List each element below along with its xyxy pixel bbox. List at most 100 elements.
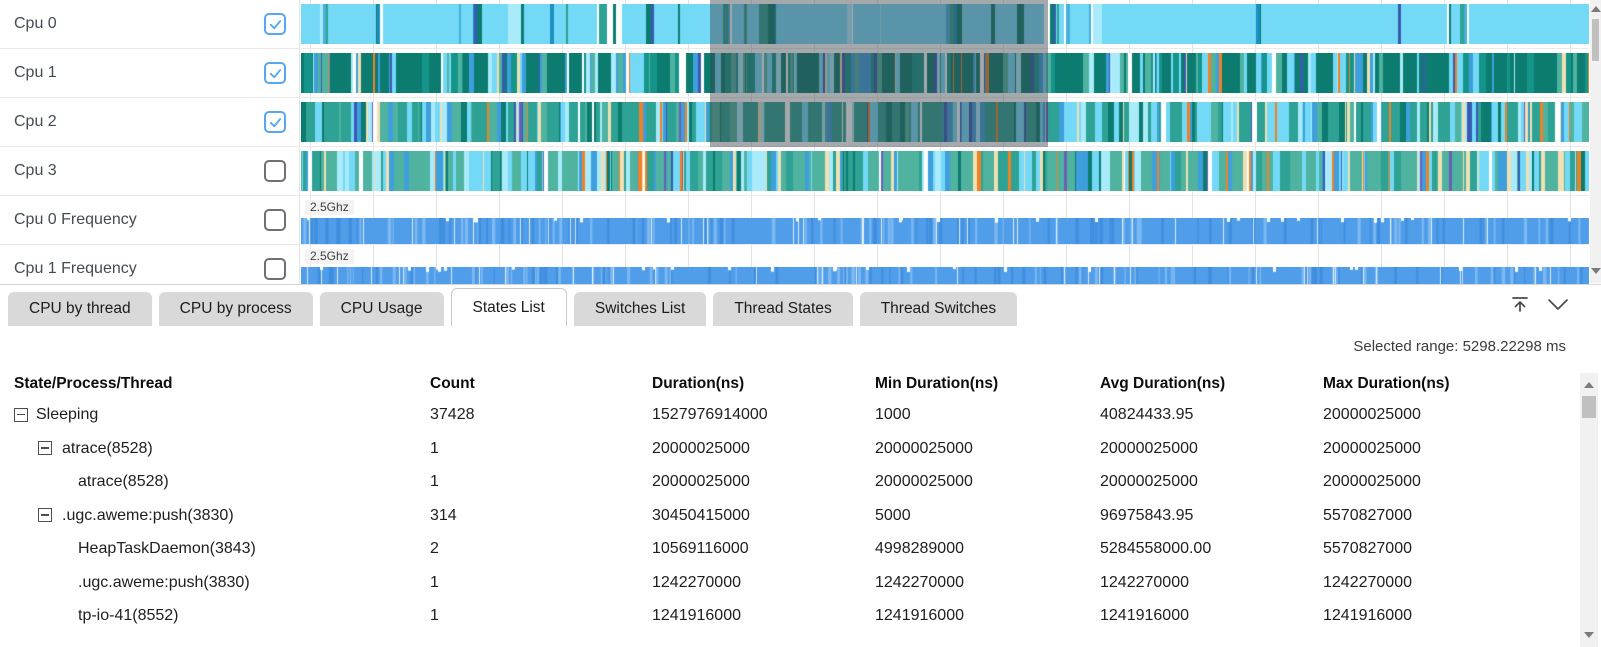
- track-strip-cpu-1-frequency[interactable]: [301, 267, 1589, 284]
- cell-avg: 20000025000: [1100, 473, 1198, 490]
- time-range-selection[interactable]: [710, 0, 1048, 147]
- track-checkbox-cpu-2[interactable]: [264, 111, 286, 133]
- scroll-down-icon[interactable]: [1590, 268, 1601, 274]
- timeline-row-cpu-2: Cpu 2: [0, 98, 299, 147]
- timeline-row-cpu-0: Cpu 0: [0, 0, 299, 49]
- cell-count: 1: [430, 473, 439, 490]
- scroll-up-icon[interactable]: [1584, 382, 1594, 388]
- selected-range-label: Selected range: 5298.22298 ms: [1353, 338, 1566, 355]
- cell-avg: 20000025000: [1100, 439, 1198, 457]
- cell-name: .ugc.aweme:push(3830): [78, 573, 250, 591]
- timeline-panel: Cpu 0 Cpu 1 Cpu 2 Cpu 3 Cpu 0 Frequency Cpu 1…: [0, 0, 1601, 284]
- cell-max: 5570827000: [1323, 540, 1412, 557]
- cell-min: 4998289000: [875, 540, 964, 557]
- timeline-row-cpu-0-frequency: Cpu 0 Frequency: [0, 196, 299, 245]
- cell-avg: 1241916000: [1100, 607, 1189, 624]
- track-strip-cpu-0[interactable]: [301, 4, 1589, 44]
- scroll-down-icon[interactable]: [1584, 632, 1594, 638]
- table-row[interactable]: atrace(8528) 1 20000025000 20000025000 20000…: [0, 465, 1570, 499]
- chevron-down-icon[interactable]: [1545, 291, 1571, 317]
- cell-min: 1242270000: [875, 573, 964, 591]
- cell-avg: 5284558000.00: [1100, 540, 1212, 557]
- cell-duration: 30450415000: [652, 506, 750, 524]
- table-row[interactable]: atrace(8528) 1 20000025000 20000025000 20000…: [0, 432, 1570, 466]
- collapse-expander-icon[interactable]: [14, 407, 28, 422]
- track-checkbox-cpu-0[interactable]: [264, 13, 286, 35]
- track-divider: [301, 195, 1589, 196]
- track-strip-cpu-2[interactable]: [301, 102, 1589, 142]
- timeline-scrollbar[interactable]: [1590, 0, 1601, 283]
- track-strip-cpu-1[interactable]: [301, 53, 1589, 93]
- column-header-avg-duration-ns: Avg Duration(ns): [1100, 375, 1226, 392]
- cell-avg: 96975843.95: [1100, 506, 1194, 524]
- states-list-panel: Selected range: 5298.22298 ms State/Proc…: [0, 326, 1601, 647]
- cell-min: 5000: [875, 506, 911, 524]
- collapse-expander-icon[interactable]: [38, 508, 52, 523]
- tab-states-list[interactable]: States List: [450, 288, 567, 326]
- table-row[interactable]: .ugc.aweme:push(3830) 314 30450415000 5000 9…: [0, 499, 1570, 533]
- scroll-to-top-icon[interactable]: [1507, 291, 1533, 317]
- timeline-scrollbar-thumb[interactable]: [1592, 19, 1599, 61]
- collapse-expander-icon[interactable]: [38, 441, 52, 456]
- track-label: Cpu 0: [14, 15, 57, 32]
- table-scrollbar[interactable]: [1580, 373, 1598, 647]
- column-header-state-process-thread: State/Process/Thread: [14, 375, 173, 392]
- cell-min: 1000: [875, 406, 911, 423]
- tab-thread-states[interactable]: Thread States: [713, 292, 853, 326]
- cell-count: 2: [430, 540, 439, 557]
- scroll-up-icon[interactable]: [1590, 6, 1601, 12]
- track-label: Cpu 0 Frequency: [14, 211, 137, 228]
- track-divider: [301, 97, 1589, 98]
- track-strip-cpu-3[interactable]: [301, 151, 1589, 191]
- cell-min: 1241916000: [875, 607, 964, 624]
- track-label: Cpu 3: [14, 162, 57, 179]
- cell-max: 20000025000: [1323, 473, 1421, 490]
- states-table: State/Process/Thread Count Duration(ns) Min…: [0, 370, 1570, 633]
- track-label: Cpu 1 Frequency: [14, 260, 137, 277]
- track-checkbox-cpu-3[interactable]: [264, 160, 286, 182]
- cell-avg: 1242270000: [1100, 573, 1189, 591]
- cell-avg: 40824433.95: [1100, 406, 1194, 423]
- cell-name: HeapTaskDaemon(3843): [78, 540, 256, 557]
- track-checkbox-cpu-1-frequency[interactable]: [264, 258, 286, 280]
- track-label: Cpu 1: [14, 64, 57, 81]
- cell-count: 37428: [430, 406, 475, 423]
- table-row[interactable]: .ugc.aweme:push(3830) 1 1242270000 12422700…: [0, 566, 1570, 600]
- tab-list: CPU by thread CPU by process CPU Usage Stat…: [8, 288, 1024, 326]
- cell-max: 20000025000: [1323, 406, 1421, 423]
- tab-cpu-by-thread[interactable]: CPU by thread: [8, 292, 152, 326]
- tab-thread-switches[interactable]: Thread Switches: [859, 292, 1018, 326]
- timeline-row-cpu-1-frequency: Cpu 1 Frequency: [0, 245, 299, 284]
- cell-duration: 20000025000: [652, 473, 750, 490]
- track-divider: [301, 244, 1589, 245]
- timeline-tracks[interactable]: 2.5Ghz 2.5Ghz: [301, 0, 1589, 284]
- cell-count: 1: [430, 573, 439, 591]
- cell-count: 314: [430, 506, 457, 524]
- table-row[interactable]: HeapTaskDaemon(3843) 2 10569116000 49982890…: [0, 532, 1570, 566]
- track-checkbox-cpu-0-frequency[interactable]: [264, 209, 286, 231]
- timeline-left-panel: Cpu 0 Cpu 1 Cpu 2 Cpu 3 Cpu 0 Frequency Cpu 1…: [0, 0, 300, 284]
- track-label: Cpu 2: [14, 113, 57, 130]
- table-row[interactable]: Sleeping 37428 1527976914000 1000 40824433.9…: [0, 398, 1570, 432]
- track-checkbox-cpu-1[interactable]: [264, 62, 286, 84]
- bottom-tab-bar: CPU by thread CPU by process CPU Usage Stat…: [0, 284, 1601, 326]
- cell-max: 1242270000: [1323, 573, 1412, 591]
- cell-duration: 1242270000: [652, 573, 741, 591]
- track-divider: [301, 146, 1589, 147]
- tab-cpu-usage[interactable]: CPU Usage: [319, 292, 444, 326]
- freq-axis-label: 2.5Ghz: [305, 249, 354, 264]
- track-strip-cpu-0-frequency[interactable]: [301, 218, 1589, 244]
- cell-name: Sleeping: [36, 406, 99, 423]
- table-scrollbar-thumb[interactable]: [1582, 396, 1596, 418]
- cell-name: atrace(8528): [62, 439, 153, 457]
- cell-min: 20000025000: [875, 473, 973, 490]
- tab-cpu-by-process[interactable]: CPU by process: [158, 292, 313, 326]
- cell-max: 20000025000: [1323, 439, 1421, 457]
- column-header-min-duration-ns: Min Duration(ns): [875, 375, 999, 392]
- cell-duration: 1241916000: [652, 607, 741, 624]
- table-header-row: State/Process/Thread Count Duration(ns) Min…: [0, 370, 1570, 398]
- table-row[interactable]: tp-io-41(8552) 1 1241916000 1241916000 12419…: [0, 599, 1570, 633]
- tab-switches-list[interactable]: Switches List: [573, 292, 707, 326]
- column-header-max-duration-ns: Max Duration(ns): [1323, 375, 1450, 392]
- cell-name: .ugc.aweme:push(3830): [62, 506, 234, 524]
